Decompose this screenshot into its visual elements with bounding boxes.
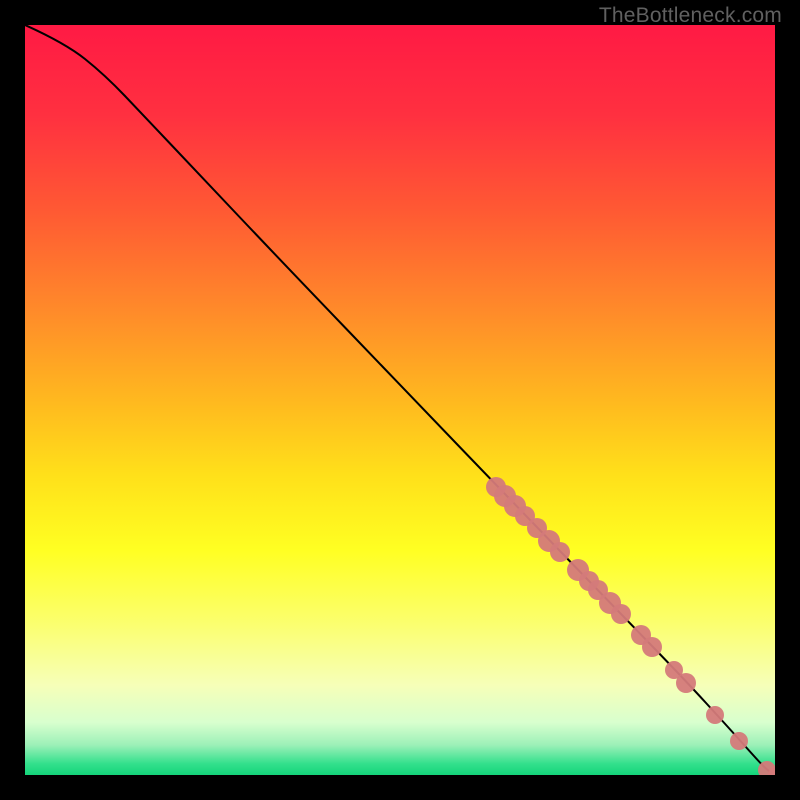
chart-plot [25, 25, 775, 775]
data-marker [611, 604, 631, 624]
data-marker [676, 673, 696, 693]
gradient-background [25, 25, 775, 775]
data-marker [706, 706, 724, 724]
chart-svg [25, 25, 775, 775]
data-marker [730, 732, 748, 750]
chart-stage: TheBottleneck.com [0, 0, 800, 800]
watermark: TheBottleneck.com [599, 4, 782, 28]
data-marker [642, 637, 662, 657]
data-marker [550, 542, 570, 562]
